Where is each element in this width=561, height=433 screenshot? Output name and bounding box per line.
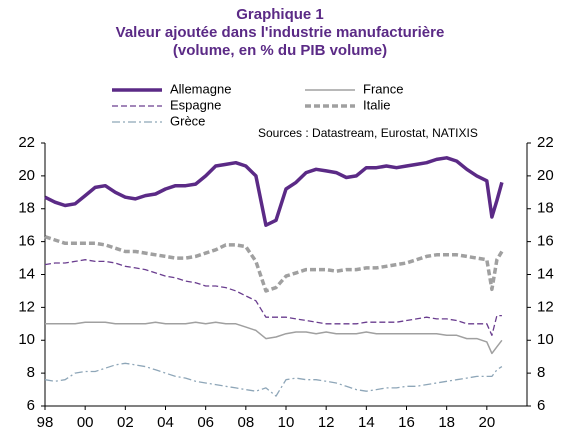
y2-tick-label: 18 — [537, 200, 554, 217]
y2-tick-label: 6 — [537, 397, 545, 414]
chart-subtitle: Valeur ajoutée dans l'industrie manufact… — [116, 24, 445, 41]
chart-subtitle: (volume, en % du PIB volume) — [173, 42, 387, 59]
x-tick-label: 14 — [358, 414, 375, 431]
y-tick-label: 20 — [18, 167, 35, 184]
x-tick-label: 00 — [77, 414, 94, 431]
y2-tick-label: 12 — [537, 298, 554, 315]
y2-tick-label: 8 — [537, 364, 545, 381]
y-tick-label: 14 — [18, 265, 35, 282]
series-line — [44, 259, 502, 336]
y-tick-label: 6 — [27, 397, 35, 414]
x-tick-label: 16 — [398, 414, 415, 431]
y-tick-label: 12 — [18, 298, 35, 315]
series-line — [45, 321, 503, 355]
x-tick-label: 12 — [318, 414, 335, 431]
y2-tick-label: 20 — [537, 167, 554, 184]
x-tick-label: 10 — [278, 414, 295, 431]
y2-tick-label: 10 — [537, 331, 554, 348]
x-tick-label: 18 — [438, 414, 455, 431]
x-tick-label: 08 — [237, 414, 254, 431]
y-tick-label: 8 — [27, 364, 35, 381]
y2-tick-label: 22 — [537, 134, 554, 151]
y2-tick-label: 16 — [537, 233, 554, 250]
x-tick-label: 20 — [478, 414, 495, 431]
x-tick-label: 04 — [157, 414, 174, 431]
y2-tick-label: 14 — [537, 265, 554, 282]
legend-label: France — [363, 81, 403, 96]
x-tick-label: 02 — [117, 414, 134, 431]
source-note: Sources : Datastream, Eurostat, NATIXIS — [258, 126, 478, 140]
legend-label: Italie — [363, 97, 390, 112]
y-tick-label: 22 — [18, 134, 35, 151]
y-tick-label: 16 — [18, 233, 35, 250]
legend-label: Allemagne — [170, 81, 231, 96]
y-tick-label: 18 — [18, 200, 35, 217]
series-line — [44, 156, 504, 227]
legend-label: Grèce — [170, 113, 205, 128]
series-line — [44, 362, 503, 397]
series-line — [44, 235, 504, 293]
x-tick-label: 06 — [197, 414, 214, 431]
chart-title: Graphique 1 — [236, 6, 324, 23]
y-tick-label: 10 — [18, 331, 35, 348]
x-tick-label: 98 — [37, 414, 54, 431]
legend-label: Espagne — [170, 97, 221, 112]
